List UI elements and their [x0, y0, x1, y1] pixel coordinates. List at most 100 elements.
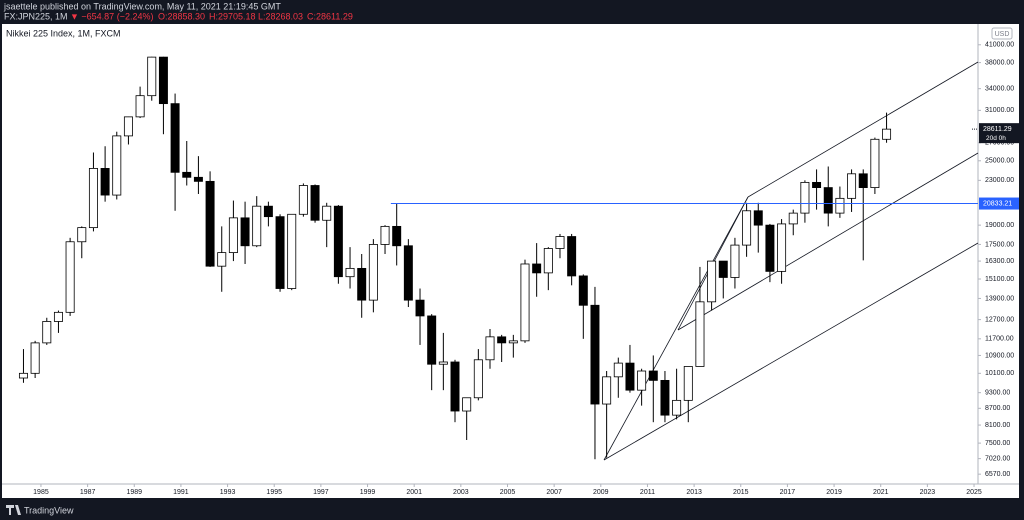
- candle-body: [578, 275, 588, 306]
- y-tick-label: 17500.00: [985, 241, 1014, 248]
- y-tick-label: 10100.00: [985, 370, 1014, 377]
- x-tick-label: 1993: [220, 489, 236, 496]
- candle-body: [672, 399, 682, 416]
- candle-body: [777, 223, 787, 272]
- candle-body: [427, 315, 437, 365]
- candle-body: [835, 197, 845, 214]
- x-tick-label: 1997: [313, 489, 329, 496]
- x-tick-label: 2021: [873, 489, 889, 496]
- candle-body: [240, 217, 250, 247]
- y-tick-label: 9300.00: [985, 390, 1010, 397]
- candle-body: [217, 252, 227, 267]
- candle-body: [53, 311, 63, 322]
- x-tick-label: 2015: [733, 489, 749, 496]
- y-tick-label: 25000.00: [985, 158, 1014, 165]
- y-tick-label: 7500.00: [985, 440, 1010, 447]
- candle-body: [788, 212, 798, 225]
- x-tick-label: 1995: [266, 489, 282, 496]
- candle-body: [112, 135, 122, 196]
- candle-body: [18, 372, 28, 379]
- y-tick-label: 31000.00: [985, 107, 1014, 114]
- y-tick-label: 13900.00: [985, 295, 1014, 302]
- candle-body: [438, 361, 448, 365]
- candle-body: [263, 205, 273, 218]
- candle-body: [508, 340, 518, 344]
- candle-body: [613, 362, 623, 378]
- candle-body: [707, 260, 717, 303]
- candle-body: [368, 244, 378, 301]
- chart-area: [2, 24, 1019, 498]
- currency: USD: [995, 31, 1010, 38]
- candle-body: [88, 168, 98, 229]
- y-tick-label: 8100.00: [985, 422, 1010, 429]
- candle-body: [730, 244, 740, 278]
- candle-body: [228, 217, 238, 254]
- candle-body: [182, 171, 192, 178]
- y-tick-label: 8700.00: [985, 405, 1010, 412]
- y-tick-label: 23000.00: [985, 177, 1014, 184]
- candle-body: [357, 267, 367, 301]
- x-tick-label: 1985: [33, 489, 49, 496]
- candle-body: [637, 370, 647, 391]
- x-tick-label: 2005: [500, 489, 516, 496]
- candle-body: [473, 359, 483, 399]
- trend-line: [677, 152, 979, 331]
- x-tick-label: 2025: [966, 489, 982, 496]
- candle-body: [310, 185, 320, 221]
- candle-body: [147, 56, 157, 97]
- y-tick-label: 7020.00: [985, 455, 1010, 462]
- candle-body: [567, 236, 577, 277]
- candle-body: [380, 225, 390, 245]
- candle-body: [298, 185, 308, 215]
- x-tick-label: 2019: [826, 489, 842, 496]
- y-tick-label: 34000.00: [985, 86, 1014, 93]
- candle-body: [345, 267, 355, 278]
- x-tick-label: 1987: [80, 489, 96, 496]
- candle-body: [683, 366, 693, 401]
- x-tick-label: 2003: [453, 489, 469, 496]
- x-tick-label: 2013: [686, 489, 702, 496]
- drawings: [603, 61, 979, 461]
- x-tick-label: 2007: [546, 489, 562, 496]
- candle-body: [753, 210, 763, 226]
- candle-body: [170, 103, 180, 173]
- candle-body: [205, 180, 215, 267]
- candle-body: [882, 128, 892, 140]
- candle-body: [602, 376, 612, 405]
- candle-body: [333, 205, 343, 278]
- close-value: C:28611.29: [307, 11, 353, 21]
- candle-body: [485, 336, 495, 361]
- candle-body: [42, 321, 52, 344]
- x-tick-label: 2017: [780, 489, 796, 496]
- candle-body: [77, 227, 87, 243]
- candle-body: [403, 245, 413, 301]
- candle-body: [812, 181, 822, 188]
- candle-body: [858, 173, 868, 188]
- x-tick-label: 2023: [920, 489, 936, 496]
- candle-body: [462, 397, 472, 412]
- y-tick-label: 16300.00: [985, 258, 1014, 265]
- high-value: H:29705.18: [209, 11, 256, 21]
- candle-body: [800, 181, 810, 214]
- y-tick-label: 38000.00: [985, 59, 1014, 66]
- candle-body: [65, 241, 75, 313]
- trend-line: [603, 196, 749, 461]
- y-tick-label: 19000.00: [985, 222, 1014, 229]
- candle-body: [742, 210, 752, 246]
- x-tick-label: 1989: [126, 489, 142, 496]
- candle-body: [193, 176, 203, 182]
- x-tick-label: 1999: [360, 489, 376, 496]
- candle-body: [660, 379, 670, 416]
- candle-body: [718, 260, 728, 278]
- symbol: FX:JPN225, 1M: [4, 11, 68, 21]
- candle-body: [100, 168, 110, 196]
- candle-body: [450, 361, 460, 412]
- candle-body: [648, 370, 658, 381]
- open-value: O:28858.30: [158, 11, 205, 21]
- publisher-line: jsaettele published on TradingView.com, …: [3, 1, 281, 11]
- candle-body: [695, 301, 705, 367]
- brand: TradingView: [24, 505, 74, 515]
- y-tick-label: 11700.00: [985, 336, 1014, 343]
